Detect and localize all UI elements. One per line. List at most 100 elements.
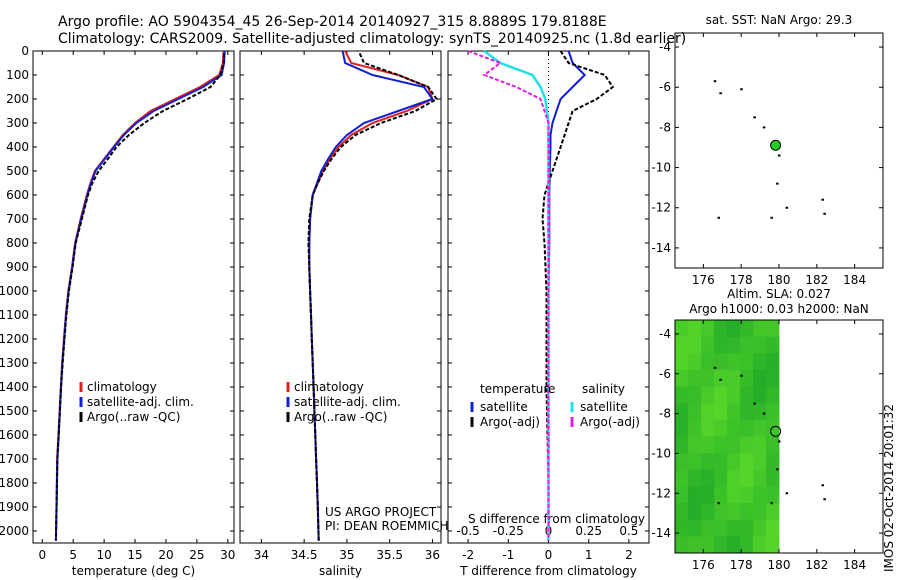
sla-cell bbox=[753, 519, 767, 537]
legend-label: climatology bbox=[87, 380, 157, 394]
sla-cell bbox=[753, 336, 767, 354]
header-line2: Climatology: CARS2009. Satellite-adjuste… bbox=[58, 31, 686, 47]
x-tick-label: 36 bbox=[425, 548, 440, 562]
sla-cell bbox=[701, 436, 715, 454]
x-tick-label: 25 bbox=[189, 548, 204, 562]
sla-cell bbox=[727, 453, 741, 471]
y-tick-label: -8 bbox=[659, 407, 671, 421]
x-tick-label: 34 bbox=[254, 548, 269, 562]
sla-cell bbox=[766, 386, 780, 404]
sla-cell bbox=[688, 486, 702, 504]
sla-cell bbox=[753, 503, 767, 521]
x2-tick-label: 0.25 bbox=[575, 524, 602, 538]
map-frame bbox=[674, 32, 884, 269]
sla-cell bbox=[714, 453, 728, 471]
sla-cell bbox=[740, 320, 754, 338]
island-mark bbox=[719, 378, 722, 381]
series-line bbox=[54, 50, 225, 541]
sla-cell bbox=[766, 469, 780, 487]
sla-cell bbox=[688, 469, 702, 487]
sla-cell bbox=[766, 419, 780, 437]
sla-cell bbox=[766, 369, 780, 388]
series-line bbox=[483, 49, 550, 541]
y-tick-label: 1800 bbox=[0, 476, 29, 490]
y-tick-label: 1700 bbox=[0, 452, 29, 466]
sla-cell bbox=[740, 336, 754, 354]
sla-cell bbox=[714, 369, 728, 388]
island-mark bbox=[785, 206, 789, 209]
series-line bbox=[547, 50, 587, 541]
sla-cell bbox=[714, 486, 728, 504]
sla-cell bbox=[753, 469, 767, 487]
sla-cell bbox=[753, 486, 767, 504]
sla-cell bbox=[753, 403, 767, 421]
header-line1: Argo profile: AO 5904354_45 26-Sep-2014 … bbox=[58, 14, 607, 30]
sla-cell bbox=[688, 386, 702, 404]
sla-cell bbox=[688, 336, 702, 354]
y-tick-label: 1400 bbox=[0, 380, 29, 394]
sla-cell bbox=[740, 369, 754, 388]
sla-cell bbox=[727, 403, 741, 421]
sla-cell bbox=[740, 503, 754, 521]
x-tick-label: 35 bbox=[339, 548, 354, 562]
sla-cell bbox=[701, 369, 715, 388]
island-mark bbox=[785, 492, 789, 495]
sla-cell bbox=[753, 353, 767, 371]
argo-position-marker bbox=[770, 139, 782, 151]
x-axis-label: temperature (deg C) bbox=[72, 564, 195, 578]
sla-cell bbox=[714, 503, 728, 521]
sla-cell bbox=[714, 336, 728, 354]
sla-cell bbox=[675, 469, 689, 487]
x-tick-label: 176 bbox=[692, 273, 715, 287]
island-mark bbox=[719, 92, 722, 95]
x-tick-label: 180 bbox=[768, 273, 791, 287]
sla-cell bbox=[714, 403, 728, 421]
y-tick-label: 900 bbox=[6, 260, 29, 274]
sla-cell bbox=[701, 320, 715, 338]
sla-cell bbox=[675, 436, 689, 454]
timestamp-stamp: IMOS 02-Oct-2014 20:01:32 bbox=[882, 404, 896, 572]
y-tick-label: -12 bbox=[651, 201, 671, 215]
island-mark bbox=[713, 80, 717, 83]
x-tick-label: 30 bbox=[220, 548, 235, 562]
sla-cell bbox=[701, 386, 715, 404]
legend-label: satellite-adj. clim. bbox=[294, 395, 401, 409]
island-mark bbox=[740, 88, 743, 91]
sla-cell bbox=[766, 320, 780, 338]
y-tick-label: -10 bbox=[651, 446, 671, 460]
sla-cell bbox=[688, 353, 702, 371]
x2-axis-label: S difference from climatology bbox=[468, 512, 645, 526]
y-tick-label: 400 bbox=[6, 140, 29, 154]
x-tick-label: 184 bbox=[843, 558, 866, 572]
island-mark bbox=[717, 502, 720, 505]
y-tick-label: 1900 bbox=[0, 500, 29, 514]
sla-cell bbox=[753, 453, 767, 471]
x-tick-label: 0 bbox=[38, 548, 46, 562]
y-tick-label: 700 bbox=[6, 212, 29, 226]
argo-position-marker bbox=[770, 425, 782, 437]
island-mark bbox=[776, 468, 779, 471]
sla-cell bbox=[740, 436, 754, 454]
sla-cell bbox=[688, 536, 702, 554]
x-tick-label: 2 bbox=[625, 548, 633, 562]
sla-cell bbox=[675, 320, 689, 338]
x-tick-label: 182 bbox=[805, 558, 828, 572]
sla-cell bbox=[675, 503, 689, 521]
y-tick-label: 1600 bbox=[0, 428, 29, 442]
sla-cell bbox=[727, 320, 741, 338]
sla-cell bbox=[701, 403, 715, 421]
sla-cell bbox=[701, 519, 715, 537]
legend-label: satellite bbox=[580, 400, 628, 414]
sla-cell bbox=[688, 453, 702, 471]
x-tick-label: -1 bbox=[502, 548, 514, 562]
y-tick-label: -8 bbox=[659, 120, 671, 134]
sla-cell bbox=[753, 320, 767, 338]
plot-frame bbox=[239, 50, 442, 544]
island-mark bbox=[778, 440, 781, 443]
x-tick-label: 182 bbox=[805, 273, 828, 287]
sla-cell bbox=[688, 503, 702, 521]
sla-cell bbox=[714, 353, 728, 371]
island-mark bbox=[823, 212, 826, 215]
sla-cell bbox=[766, 536, 780, 554]
legend-label: climatology bbox=[294, 380, 364, 394]
